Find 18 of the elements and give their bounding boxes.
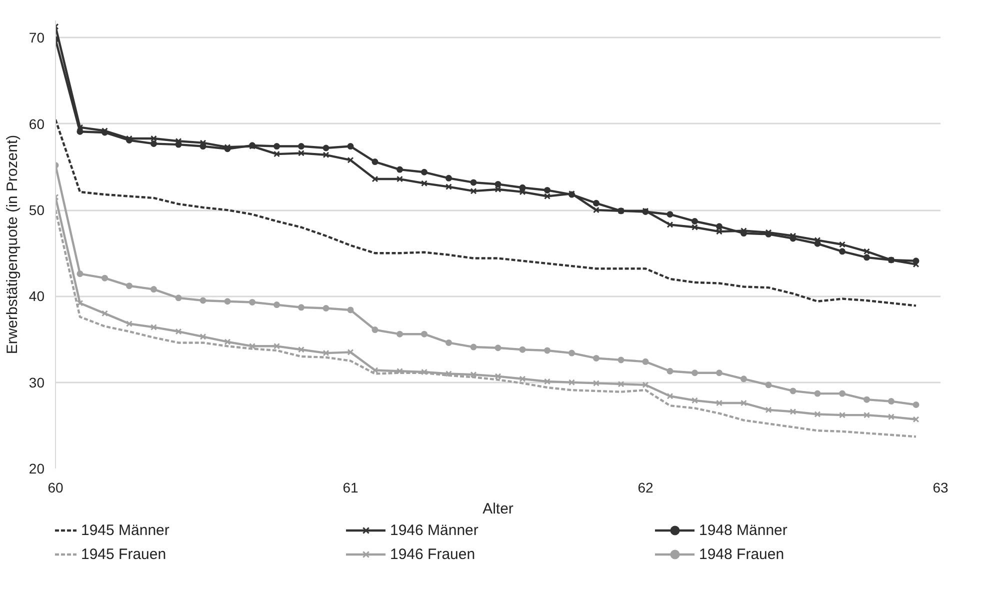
legend-label: 1948 Frauen	[699, 546, 786, 562]
legend-label: 1945 Männer	[81, 522, 170, 538]
x-tick-label: 60	[48, 480, 64, 496]
y-tick-label: 50	[28, 202, 45, 218]
x-axis-title: Alter	[482, 500, 514, 518]
y-tick-label: 40	[28, 288, 45, 304]
y-tick-label: 20	[28, 460, 45, 476]
legend-label: 1945 Frauen	[81, 546, 168, 562]
legend-label: 1948 Männer	[699, 522, 788, 538]
x-tick-label: 61	[342, 480, 358, 496]
legend-label: 1946 Männer	[390, 522, 480, 538]
y-tick-label: 60	[28, 116, 45, 132]
y-tick-label: 70	[28, 30, 45, 46]
x-tick-label: 62	[638, 480, 654, 496]
x-tick-label: 63	[932, 480, 948, 496]
y-tick-label: 30	[28, 374, 45, 390]
legend-label: 1946 Frauen	[390, 546, 476, 562]
y-axis-title: Erwerbstätigenquote (in Prozent)	[4, 134, 21, 354]
